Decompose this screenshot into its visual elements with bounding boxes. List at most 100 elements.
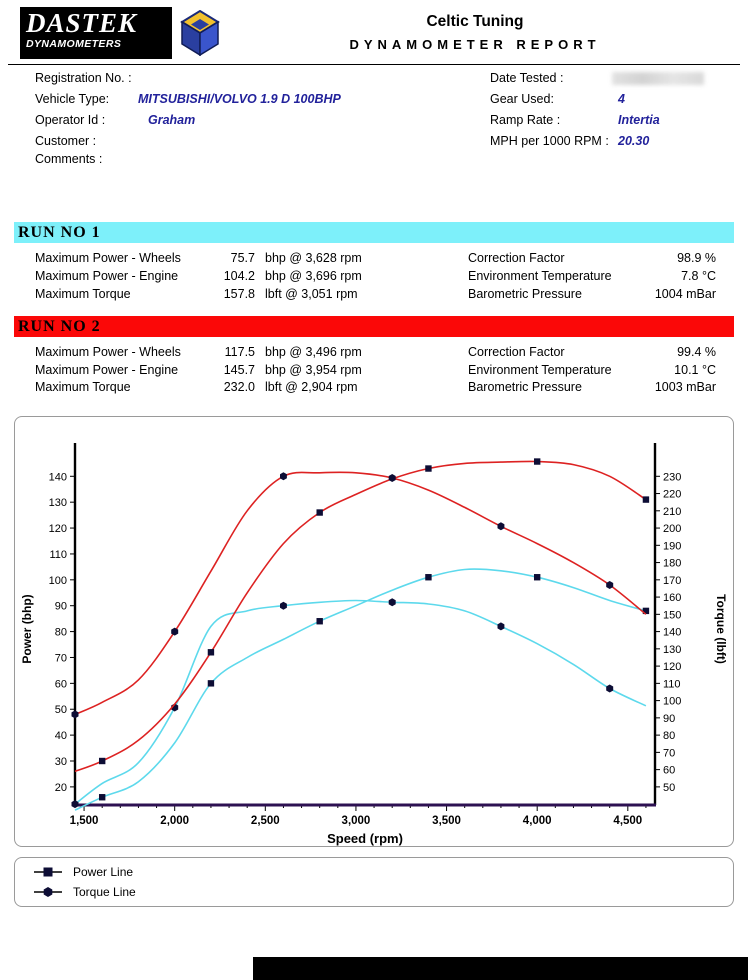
power-line-label: Power Line (73, 865, 134, 879)
svg-text:30: 30 (55, 756, 67, 768)
correction-factor-value: 99.4 % (677, 345, 716, 359)
max-torque-unit: lbft @ 2,904 rpm (265, 380, 358, 394)
svg-text:4,000: 4,000 (523, 815, 552, 827)
svg-text:100: 100 (663, 696, 681, 708)
dyno-chart: 1,500 2,000 2,500 3,000 3,500 4,000 4,500 20 30 4… (20, 443, 728, 846)
svg-text:120: 120 (49, 523, 67, 535)
max-power-wheels-unit: bhp @ 3,496 rpm (265, 345, 362, 359)
svg-text:50: 50 (55, 704, 67, 716)
barometric-pressure-label: Barometric Pressure (468, 380, 582, 394)
svg-text:20: 20 (55, 782, 67, 794)
registration-label: Registration No. : (35, 71, 132, 85)
dastek-logo-subtitle: DYNAMOMETERS (26, 38, 122, 50)
gear-used-label: Gear Used: (490, 92, 554, 106)
barometric-pressure-value: 1004 mBar (654, 287, 716, 301)
environment-temperature-value: 10.1 °C (674, 363, 716, 377)
max-torque-value: 157.8 (223, 287, 255, 301)
run-2-header-bar: RUN NO 2 (14, 316, 734, 337)
max-power-engine-label: Maximum Power - Engine (35, 269, 179, 283)
svg-text:4,500: 4,500 (613, 815, 642, 827)
environment-temperature-label: Environment Temperature (468, 269, 612, 283)
svg-text:200: 200 (663, 523, 681, 535)
run-2-stat-row: Maximum Power - Wheels 117.5 bhp @ 3,496 r… (35, 345, 716, 361)
max-power-wheels-label: Maximum Power - Wheels (35, 251, 181, 265)
torque-line-label: Torque Line (73, 885, 136, 899)
environment-temperature-value: 7.8 °C (681, 269, 716, 283)
bottom-black-bar (253, 957, 748, 980)
run-1-title: RUN NO 1 (18, 223, 101, 241)
legend-item-torque: Torque Line (33, 884, 136, 900)
header-divider (8, 64, 740, 65)
svg-text:150: 150 (663, 609, 681, 621)
mph-per-1000rpm-label: MPH per 1000 RPM : (490, 134, 609, 148)
svg-text:2,000: 2,000 (160, 815, 189, 827)
date-tested-redaction (612, 72, 704, 85)
max-torque-label: Maximum Torque (35, 380, 131, 394)
run-2-title: RUN NO 2 (18, 317, 101, 335)
run-1-stat-row: Maximum Power - Engine 104.2 bhp @ 3,696 r… (35, 269, 716, 285)
svg-text:70: 70 (663, 747, 675, 759)
max-power-engine-unit: bhp @ 3,696 rpm (265, 269, 362, 283)
operator-id-value: Graham (148, 113, 196, 127)
dastek-logo-icon (180, 9, 220, 61)
report-subtitle: DYNAMOMETER REPORT (349, 37, 601, 52)
chart-legend: Power Line Torque Line (14, 857, 734, 907)
operator-id-label: Operator Id : (35, 113, 106, 127)
svg-text:110: 110 (49, 549, 67, 561)
run-1-stat-row: Maximum Power - Wheels 75.7 bhp @ 3,628 rp… (35, 251, 716, 267)
svg-text:160: 160 (663, 592, 681, 604)
mph-per-1000rpm-value: 20.30 (618, 134, 650, 148)
max-torque-unit: lbft @ 3,051 rpm (265, 287, 358, 301)
max-torque-value: 232.0 (223, 380, 255, 394)
svg-text:70: 70 (55, 652, 67, 664)
power-line-marker-icon (33, 865, 63, 879)
svg-text:210: 210 (663, 506, 681, 518)
svg-text:190: 190 (663, 540, 681, 552)
max-power-wheels-value: 117.5 (224, 345, 255, 359)
max-power-engine-label: Maximum Power - Engine (35, 363, 179, 377)
report-title: Celtic Tuning (426, 13, 524, 30)
gear-used-value: 4 (618, 92, 625, 106)
svg-text:140: 140 (663, 627, 681, 639)
dastek-logo-box: DASTEK DYNAMOMETERS (20, 7, 172, 59)
max-power-engine-value: 104.2 (223, 269, 255, 283)
ramp-rate-value: Intertia (618, 113, 660, 127)
svg-text:100: 100 (49, 575, 67, 587)
dyno-chart-panel: 1,500 2,000 2,500 3,000 3,500 4,000 4,500 20 30 4… (14, 416, 734, 847)
max-power-engine-value: 145.7 (223, 363, 255, 377)
run-1-stat-row: Maximum Torque 157.8 lbft @ 3,051 rpm Baro… (35, 287, 716, 303)
vehicle-type-label: Vehicle Type: (35, 92, 110, 106)
max-power-wheels-label: Maximum Power - Wheels (35, 345, 181, 359)
svg-text:1,500: 1,500 (70, 815, 99, 827)
date-tested-label: Date Tested : (490, 71, 564, 85)
svg-text:3,500: 3,500 (432, 815, 461, 827)
info-row: Comments : (0, 152, 748, 168)
correction-factor-value: 98.9 % (677, 251, 716, 265)
info-row: Operator Id : Graham Ramp Rate : Interti… (0, 113, 748, 129)
comments-label: Comments : (35, 152, 103, 166)
svg-text:Power (bhp): Power (bhp) (20, 594, 34, 663)
customer-label: Customer : (35, 134, 97, 148)
svg-text:90: 90 (55, 601, 67, 613)
run-2-stat-row: Maximum Torque 232.0 lbft @ 2,904 rpm Baro… (35, 380, 716, 396)
torque-line-marker-icon (33, 885, 63, 899)
vehicle-type-value: MITSUBISHI/VOLVO 1.9 D 100BHP (138, 92, 341, 106)
max-power-engine-unit: bhp @ 3,954 rpm (265, 363, 362, 377)
svg-text:230: 230 (663, 471, 681, 483)
max-torque-label: Maximum Torque (35, 287, 131, 301)
svg-text:50: 50 (663, 782, 675, 794)
correction-factor-label: Correction Factor (468, 345, 565, 359)
svg-text:80: 80 (55, 627, 67, 639)
svg-text:2,500: 2,500 (251, 815, 280, 827)
svg-text:170: 170 (663, 575, 681, 587)
svg-text:40: 40 (55, 730, 67, 742)
svg-text:130: 130 (663, 644, 681, 656)
info-row: Customer : MPH per 1000 RPM : 20.30 (0, 134, 748, 150)
svg-text:120: 120 (663, 661, 681, 673)
svg-text:Torque (lbft): Torque (lbft) (714, 594, 728, 664)
svg-text:80: 80 (663, 730, 675, 742)
svg-text:110: 110 (663, 678, 681, 690)
svg-text:Speed (rpm): Speed (rpm) (327, 831, 403, 846)
svg-text:130: 130 (49, 497, 67, 509)
max-power-wheels-unit: bhp @ 3,628 rpm (265, 251, 362, 265)
